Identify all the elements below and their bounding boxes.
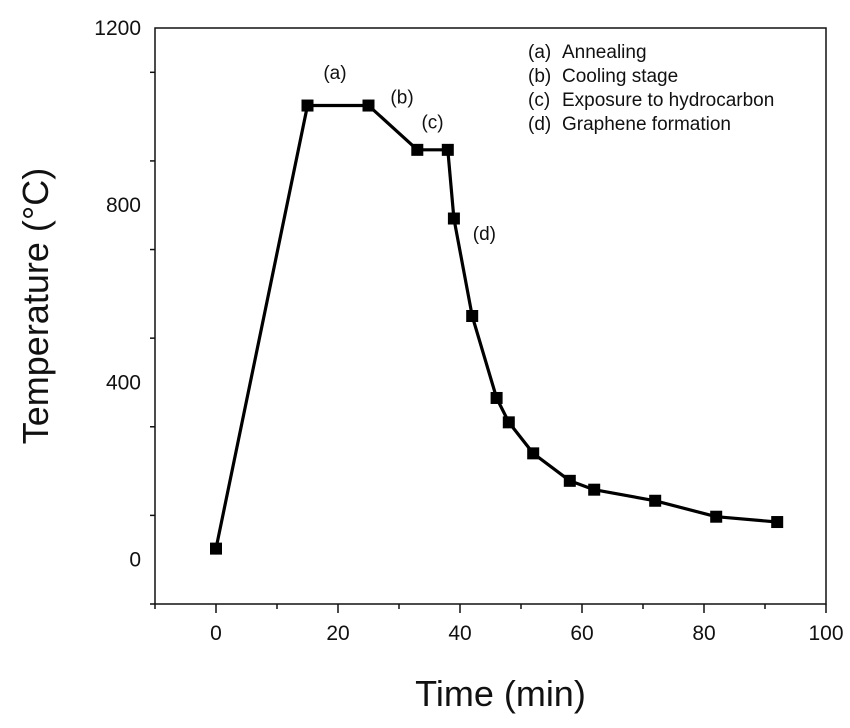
legend-entry: (b) Cooling stage — [528, 66, 678, 87]
x-tick-label: 40 — [448, 622, 471, 645]
y-tick-label: 0 — [129, 549, 141, 572]
x-tick-label: 60 — [570, 622, 593, 645]
annotations: (a) (b) (c) (d) — [323, 63, 496, 245]
y-tick-label: 800 — [106, 194, 141, 217]
legend-key: (c) — [528, 90, 550, 111]
stage-annotation-label: (b) — [390, 87, 413, 108]
stage-annotation-label: (d) — [473, 224, 496, 245]
data-point-marker — [301, 99, 314, 112]
data-point-marker — [490, 391, 503, 404]
x-tick-label: 20 — [326, 622, 349, 645]
legend-label: Graphene formation — [562, 114, 731, 135]
legend-label: Cooling stage — [562, 66, 678, 87]
ticks: 0 20 40 60 80 100 0 400 800 1200 — [94, 17, 843, 645]
data-point-marker — [588, 483, 601, 496]
y-tick-label: 1200 — [94, 17, 141, 40]
x-axis-title: Time (min) — [415, 673, 586, 714]
legend-key: (b) — [528, 66, 551, 87]
series-layer — [210, 99, 784, 555]
data-point-marker — [362, 99, 375, 112]
data-point-marker — [710, 510, 723, 523]
data-point-marker — [466, 310, 479, 322]
legend: (a) Annealing (b) Cooling stage (c) Exposure … — [528, 42, 774, 135]
data-point-marker — [527, 447, 540, 460]
data-point-marker — [563, 474, 576, 487]
stage-annotation-label: (a) — [323, 63, 346, 84]
plot-frame — [154, 27, 827, 605]
axes — [154, 27, 827, 605]
y-tick-label: 400 — [106, 371, 141, 394]
data-point-marker — [447, 212, 460, 225]
data-point-marker — [411, 143, 424, 156]
legend-key: (d) — [528, 114, 551, 135]
data-point-marker — [210, 542, 222, 555]
x-tick-label: 80 — [692, 622, 715, 645]
data-point-marker — [502, 416, 515, 429]
data-point-marker — [649, 494, 662, 507]
series-line — [214, 103, 778, 549]
stage-annotation-label: (c) — [421, 113, 443, 134]
legend-label: Exposure to hydrocarbon — [562, 90, 774, 111]
x-tick-label: 100 — [808, 622, 843, 645]
data-point-marker — [771, 516, 784, 529]
legend-entry: (c) Exposure to hydrocarbon — [528, 90, 774, 111]
x-tick-label: 0 — [210, 622, 222, 645]
legend-entry: (a) Annealing — [528, 42, 647, 63]
legend-label: Annealing — [562, 42, 647, 63]
y-axis-title: Temperature (°C) — [15, 168, 56, 444]
legend-entry: (d) Graphene formation — [528, 114, 731, 135]
data-point-marker — [441, 143, 454, 156]
legend-key: (a) — [528, 42, 551, 63]
